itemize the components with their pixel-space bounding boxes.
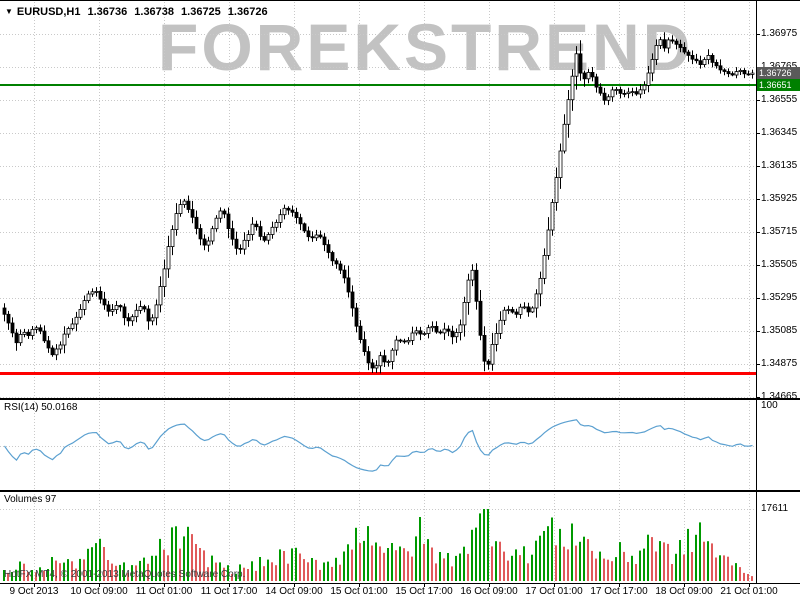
time-axis-label: 9 Oct 2013 <box>9 586 59 597</box>
rsi-scale-max-label: 100 <box>761 400 778 411</box>
time-axis-label: 17 Oct 17:00 <box>590 586 648 597</box>
price-axis-label: 1.34875 <box>761 358 798 369</box>
close-value: 1.36726 <box>227 6 268 18</box>
time-axis-label: 15 Oct 01:00 <box>330 586 388 597</box>
ohlc-readout: ▼ EURUSD,H1 1.36736 1.36738 1.36725 1.36726 <box>5 6 268 18</box>
symbol-period-label: EURUSD,H1 <box>16 6 81 18</box>
price-axis-label: 1.35715 <box>761 226 798 237</box>
bid-price-badge: 1.36726 <box>757 67 800 79</box>
time-axis-label: 15 Oct 17:00 <box>395 586 453 597</box>
time-axis-label: 17 Oct 01:00 <box>525 586 583 597</box>
price-axis-label: 1.36975 <box>761 28 798 39</box>
time-axis-label: 11 Oct 01:00 <box>135 586 193 597</box>
price-axis-label: 1.34665 <box>761 391 798 402</box>
open-value: 1.36736 <box>87 6 128 18</box>
volumes-indicator-label: Volumes 97 <box>4 494 57 505</box>
rsi-indicator-label: RSI(14) 50.0168 <box>4 402 78 413</box>
price-axis-label: 1.35295 <box>761 292 798 303</box>
price-axis-label: 1.36555 <box>761 94 798 105</box>
time-axis-label: 21 Oct 01:00 <box>720 586 778 597</box>
chart-marker-icon: ▼ <box>5 7 13 16</box>
price-axis-label: 1.36135 <box>761 160 798 171</box>
time-axis-label: 11 Oct 17:00 <box>200 586 258 597</box>
volumes-scale-max-label: 17611 <box>761 503 789 514</box>
price-axis-label: 1.36345 <box>761 127 798 138</box>
time-axis-label: 14 Oct 09:00 <box>265 586 323 597</box>
time-axis-label: 10 Oct 09:00 <box>70 586 128 597</box>
price-axis-label: 1.35505 <box>761 259 798 270</box>
price-axis-label: 1.35085 <box>761 325 798 336</box>
hline-price-badge: 1.36651 <box>757 79 800 91</box>
time-axis-label: 18 Oct 09:00 <box>655 586 713 597</box>
copyright-text: HotFX MT4, © 2001-2013 MetaQuotes Softwa… <box>4 569 246 580</box>
price-axis-label: 1.35925 <box>761 193 798 204</box>
time-axis-label: 16 Oct 09:00 <box>460 586 518 597</box>
low-value: 1.36725 <box>181 6 221 18</box>
price-axis-label: 1.36765 <box>761 61 797 72</box>
high-value: 1.36738 <box>134 6 175 18</box>
